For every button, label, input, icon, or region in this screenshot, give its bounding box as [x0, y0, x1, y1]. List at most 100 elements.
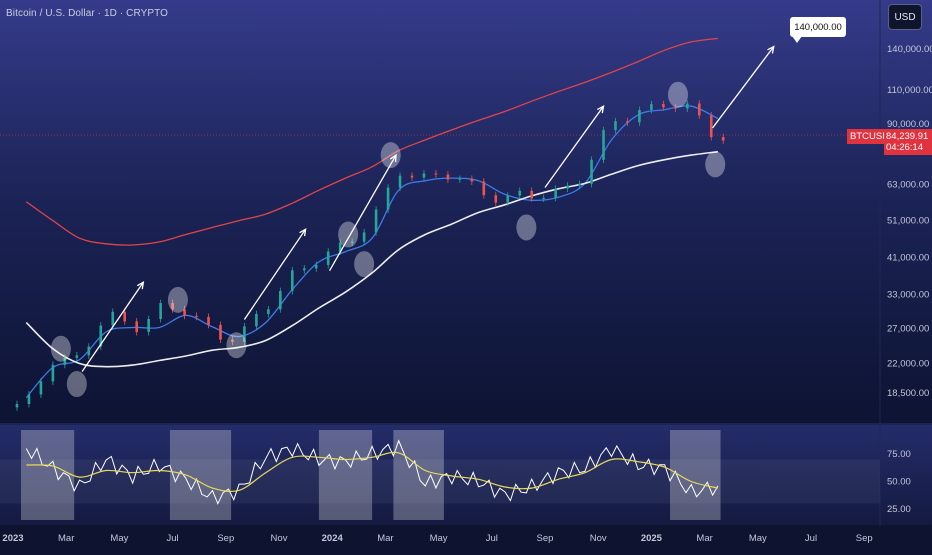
rsi-highlight-box — [318, 430, 373, 520]
highlight-circle — [668, 81, 688, 108]
candle-body — [255, 314, 258, 327]
bar-countdown: 04:26:14 — [886, 142, 923, 153]
ticker-tag: BTCUSD — [847, 129, 893, 144]
time-axis-label: Mar — [377, 533, 393, 544]
candle-body — [207, 316, 210, 325]
candle-body — [422, 173, 426, 178]
ma-white-line — [25, 150, 719, 368]
time-axis-label: Jul — [805, 533, 817, 544]
candle-body — [231, 339, 234, 342]
candle-body — [494, 195, 498, 203]
price-axis-label: 41,000.00 — [887, 253, 929, 264]
time-axis-label: Nov — [271, 533, 288, 544]
candle-body — [518, 190, 522, 196]
candle-body — [267, 309, 270, 315]
highlight-circle — [226, 332, 247, 359]
candle-body — [398, 175, 402, 188]
highlight-circle — [50, 335, 71, 362]
trend-arrow — [712, 46, 775, 129]
candle-body — [87, 346, 91, 356]
candle-body — [302, 268, 306, 271]
time-axis-label: Nov — [590, 533, 607, 544]
time-axis-label: 2025 — [641, 533, 663, 544]
time-axis-label: Jul — [486, 533, 498, 544]
price-axis-label: 27,000.00 — [887, 324, 929, 335]
candle-body — [578, 183, 581, 186]
arrow-head — [299, 227, 307, 237]
rsi-axis-label: 50.00 — [887, 477, 911, 488]
candle-body — [614, 121, 617, 131]
time-axis-background — [0, 526, 932, 550]
symbol-title: Bitcoin / U.S. Dollar · 1D · CRYPTO — [6, 8, 169, 19]
highlight-circle — [705, 151, 726, 178]
candle-body — [15, 404, 19, 408]
candle-body — [458, 178, 462, 180]
candle-body — [350, 241, 354, 243]
candle-body — [147, 319, 150, 333]
time-axis-label: 2023 — [2, 533, 23, 544]
trend-arrow — [81, 281, 144, 372]
price-axis-label: 63,000.00 — [887, 180, 929, 191]
price-axis-label: 18,500.00 — [887, 388, 929, 399]
candle-body — [135, 321, 138, 333]
candle-body — [279, 291, 282, 310]
candle-body — [662, 104, 665, 108]
trend-arrow — [243, 228, 307, 320]
ma-red-line — [25, 37, 718, 246]
candle-body — [171, 303, 174, 310]
candle-body — [434, 173, 438, 175]
candle-body — [39, 381, 43, 395]
arrow-head — [389, 153, 397, 163]
highlight-circle — [66, 371, 87, 398]
candle-body — [554, 188, 557, 198]
candle-body — [159, 303, 162, 320]
price-axis-label: 33,000.00 — [887, 290, 929, 301]
candle-body — [183, 309, 186, 316]
time-axis-label: Sep — [537, 533, 554, 544]
time-axis-label: Sep — [217, 533, 234, 544]
highlight-circle — [516, 214, 537, 241]
currency-button[interactable]: USD — [888, 4, 922, 30]
candle-body — [374, 209, 378, 233]
time-axis-label: Mar — [58, 533, 74, 544]
price-axis-label: 51,000.00 — [887, 216, 929, 227]
candle-body — [697, 103, 701, 116]
trend-arrow — [544, 105, 605, 188]
candle-body — [542, 197, 545, 199]
candle-body — [721, 137, 725, 141]
candle-body — [326, 251, 330, 265]
last-price-value: 84,239.91 — [886, 131, 929, 142]
candle-body — [686, 103, 689, 109]
rsi-highlight-box — [169, 430, 232, 520]
candle-body — [219, 324, 222, 340]
arrow-head — [767, 45, 775, 54]
candle-body — [51, 364, 55, 382]
rsi-pane-background — [0, 425, 932, 525]
arrow-head — [597, 104, 605, 114]
candle-body — [446, 174, 450, 180]
highlight-circle — [338, 221, 359, 248]
candle-body — [111, 311, 115, 326]
rsi-axis-label: 25.00 — [887, 504, 911, 515]
time-axis-label: May — [749, 533, 767, 544]
candle-body — [291, 270, 294, 292]
time-axis-label: May — [110, 533, 128, 544]
candle-body — [470, 178, 474, 182]
highlight-circle — [354, 251, 375, 278]
candle-body — [314, 264, 318, 269]
last-price-tag: 84,239.91 04:26:14 — [884, 129, 932, 155]
candle-body — [602, 130, 605, 160]
candle-body — [195, 315, 198, 317]
candle-body — [638, 109, 641, 123]
trend-arrow — [328, 154, 397, 271]
candle-body — [63, 357, 67, 365]
candle-body — [626, 121, 629, 123]
rsi-band — [0, 459, 880, 504]
price-axis-label: 22,000.00 — [887, 359, 929, 370]
time-axis-label: 2024 — [322, 533, 344, 544]
candle-body — [123, 311, 127, 322]
candle-body — [674, 107, 677, 109]
candle-body — [410, 175, 414, 178]
